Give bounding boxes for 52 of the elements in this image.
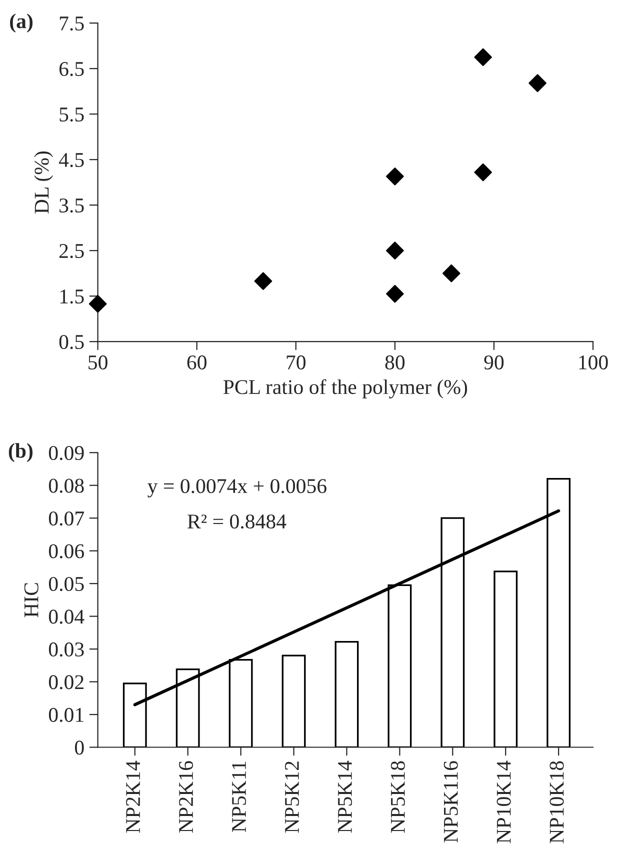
x-tick-label: NP5K11 (232, 762, 246, 832)
x-tick-label: 90 (484, 355, 504, 370)
y-tick-label: 0.09 (48, 446, 84, 460)
point (528, 74, 546, 92)
x-tick-label: NP2K14 (126, 760, 140, 833)
annotation: R² = 0.8484 (188, 514, 286, 529)
y-tick-label: 0.06 (48, 544, 84, 558)
point (88, 294, 107, 313)
point (254, 272, 272, 290)
y-tick-label: 5.5 (60, 108, 84, 122)
x-tick-label: NP10K14 (496, 760, 511, 844)
y-tick-label: 0.08 (48, 478, 84, 493)
point (386, 242, 404, 260)
point (474, 163, 492, 182)
y-tick-label: 4.5 (58, 153, 84, 168)
y-tick-label: 0.02 (48, 675, 84, 690)
x-tick-label: NP5K116 (444, 761, 458, 842)
y-tick-label: 6.5 (59, 62, 84, 76)
x-tick-label: NP2K16 (179, 761, 194, 833)
y-tick-label: 3.5 (60, 198, 84, 213)
x-tick-label: 80 (385, 355, 405, 370)
x-tick-label: NP10K18 (550, 761, 564, 844)
y-tick-label: 0.01 (48, 708, 84, 722)
y-tick-label: 0 (74, 740, 84, 755)
x-tick-label: 100 (579, 355, 608, 370)
y-tick-label: 7.5 (60, 16, 84, 31)
y-tick-label: 0.04 (48, 610, 84, 624)
y-tick-label: 0.07 (48, 511, 84, 526)
y-tick-label: 2.5 (59, 244, 84, 258)
x-tick-label: 50 (88, 355, 108, 370)
y-tick-label: 1.5 (60, 290, 84, 304)
y-axis-title: DL (%) (34, 152, 54, 214)
x-tick-label: 60 (187, 355, 206, 370)
bar (334, 641, 359, 748)
point (386, 284, 404, 303)
point (386, 168, 404, 186)
y-tick-label: 0.5 (59, 334, 84, 350)
x-tick-label: NP5K14 (338, 760, 352, 833)
y-axis-title: HIC (24, 583, 38, 618)
y-tick-label: 0.05 (48, 576, 84, 592)
bar (282, 654, 306, 748)
x-tick-label: NP5K18 (390, 761, 405, 833)
text: (b) (8, 443, 33, 462)
x-tick-label: 70 (286, 355, 306, 370)
point (474, 48, 492, 66)
x-axis-title: PCL ratio of the polymer (%) (223, 379, 468, 398)
text: (a) (10, 14, 33, 33)
bar (494, 570, 518, 748)
annotation: y = 0.0074x + 0.0056 (148, 479, 326, 498)
point (442, 264, 460, 282)
x-tick-label: NP5K12 (284, 762, 299, 833)
y-tick-label: 0.03 (48, 642, 84, 657)
